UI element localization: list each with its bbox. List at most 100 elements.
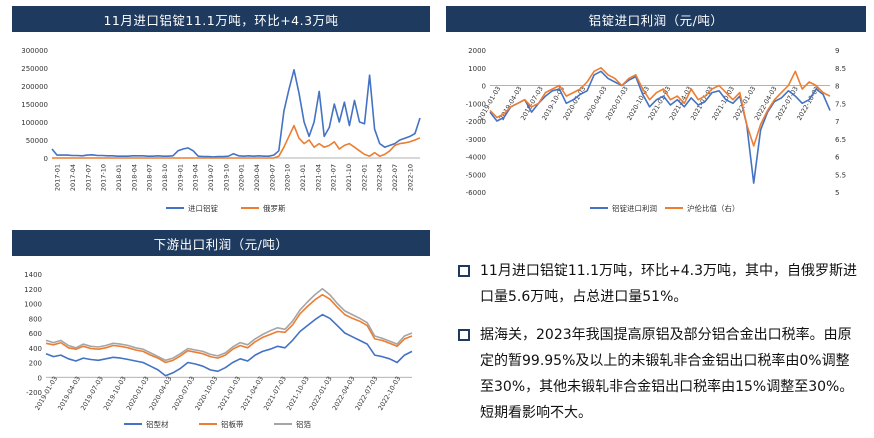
bullet-item: 据海关，2023年我国提高原铝及部分铝合金出口税率。由原定的暂99.95%及以上… bbox=[458, 322, 858, 426]
legend-label: 沪伦比值（右） bbox=[687, 203, 740, 213]
x-tick-label: 2022-04 bbox=[376, 164, 384, 191]
y2-tick-label: 8.5 bbox=[835, 65, 846, 73]
x-tick-label: 2018-07 bbox=[146, 164, 154, 191]
legend-label: 铝板带 bbox=[221, 419, 244, 429]
legend-label: 铝锭进口利润 bbox=[612, 203, 657, 213]
y-tick-label: 800 bbox=[29, 315, 42, 323]
bullet-text: 11月进口铝锭11.1万吨，环比+4.3万吨，其中，自俄罗斯进口量5.6万吨，占… bbox=[480, 263, 857, 305]
y-tick-label: 0 bbox=[482, 83, 486, 91]
y-tick-label: -4000 bbox=[466, 154, 486, 162]
y2-tick-label: 5.5 bbox=[835, 171, 846, 179]
y2-tick-label: 7 bbox=[835, 118, 839, 126]
x-tick-label: 2017-07 bbox=[84, 164, 92, 191]
legend-label: 铝型材 bbox=[146, 419, 169, 429]
bullet-item: 11月进口铝锭11.1万吨，环比+4.3万吨，其中，自俄罗斯进口量5.6万吨，占… bbox=[458, 258, 858, 310]
x-tick-label: 2020-04-03 bbox=[148, 375, 174, 412]
x-tick-label: 2022-10 bbox=[406, 164, 414, 191]
series-line-俄罗斯 bbox=[52, 124, 421, 159]
x-tick-label: 2021-01 bbox=[299, 164, 307, 191]
x-tick-label: 2019-07 bbox=[207, 164, 215, 191]
x-tick-label: 2022-07-03 bbox=[354, 375, 380, 412]
y-tick-label: 250000 bbox=[21, 65, 48, 73]
y-tick-label: 300000 bbox=[21, 47, 48, 55]
y-tick-label: 2000 bbox=[468, 47, 486, 55]
y-tick-label: -6000 bbox=[466, 189, 486, 197]
x-tick-label: 2021-01-03 bbox=[216, 375, 242, 412]
series-line-沪伦比值（右） bbox=[489, 66, 831, 147]
x-tick-label: 2022-07 bbox=[391, 164, 399, 191]
x-tick-label: 2019-04-03 bbox=[56, 375, 82, 412]
x-tick-label: 2018-04 bbox=[130, 164, 138, 191]
x-tick-label: 2017-01 bbox=[54, 164, 62, 191]
x-tick-label: 2019-10-03 bbox=[102, 375, 128, 412]
y-tick-label: 0 bbox=[38, 374, 42, 382]
y-tick-label: 150000 bbox=[21, 101, 48, 109]
series-line-铝型材 bbox=[45, 313, 413, 377]
bullet-square-icon bbox=[458, 265, 470, 277]
series-line-铝箔 bbox=[45, 287, 413, 362]
y-tick-label: 1400 bbox=[24, 271, 42, 279]
y2-tick-label: 6 bbox=[835, 154, 840, 162]
x-tick-label: 2020-07-03 bbox=[171, 375, 197, 412]
y-tick-label: -1000 bbox=[466, 100, 486, 108]
series-line-铝锭进口利润 bbox=[489, 70, 831, 184]
x-tick-label: 2022-01 bbox=[360, 164, 368, 191]
x-tick-label: 2021-04-03 bbox=[239, 375, 265, 412]
y-tick-label: 1000 bbox=[24, 301, 42, 309]
y-tick-label: 200000 bbox=[21, 83, 48, 91]
x-tick-label: 2018-10 bbox=[161, 164, 169, 191]
y2-tick-label: 9 bbox=[835, 47, 839, 55]
x-tick-label: 2019-01 bbox=[176, 164, 184, 191]
x-tick-label: 2017-10 bbox=[100, 164, 108, 191]
y-tick-label: 600 bbox=[29, 330, 42, 338]
y2-tick-label: 6.5 bbox=[835, 136, 846, 144]
commentary: 11月进口铝锭11.1万吨，环比+4.3万吨，其中，自俄罗斯进口量5.6万吨，占… bbox=[458, 258, 858, 438]
y2-tick-label: 8 bbox=[835, 83, 839, 91]
y-tick-label: 0 bbox=[44, 155, 48, 163]
series-line-铝板带 bbox=[45, 293, 413, 364]
bullet-square-icon bbox=[458, 329, 470, 341]
x-tick-label: 2019-10 bbox=[222, 164, 230, 191]
y-tick-label: -5000 bbox=[466, 171, 486, 179]
series-line-进口铝锭 bbox=[51, 68, 421, 158]
x-tick-label: 2017-04 bbox=[69, 164, 77, 191]
x-tick-label: 2022-04-03 bbox=[331, 375, 357, 412]
x-tick-label: 2021-07 bbox=[330, 164, 338, 191]
x-tick-label: 2021-10-03 bbox=[285, 375, 311, 412]
y-tick-label: 100000 bbox=[21, 119, 48, 127]
legend-label: 俄罗斯 bbox=[263, 203, 286, 213]
legend-label: 进口铝锭 bbox=[188, 203, 218, 213]
y-tick-label: -200 bbox=[26, 389, 42, 397]
legend-label: 铝箔 bbox=[296, 419, 311, 429]
y-tick-label: -3000 bbox=[466, 136, 486, 144]
y-tick-label: 400 bbox=[29, 345, 42, 353]
export-chart-title: 下游出口利润（元/吨） bbox=[12, 230, 430, 256]
x-tick-label: 2022-01-03 bbox=[308, 375, 334, 412]
x-tick-label: 2021-07-03 bbox=[262, 375, 288, 412]
bullet-text: 据海关，2023年我国提高原铝及部分铝合金出口税率。由原定的暂99.95%及以上… bbox=[480, 327, 854, 421]
y-tick-label: 1200 bbox=[24, 286, 42, 294]
x-tick-label: 2020-07 bbox=[268, 164, 276, 191]
x-tick-label: 2020-10-03 bbox=[193, 375, 219, 412]
x-tick-label: 2021-10 bbox=[345, 164, 353, 191]
y-tick-label: -2000 bbox=[466, 118, 486, 126]
profit-chart-title: 铝锭进口利润（元/吨） bbox=[446, 6, 866, 32]
x-tick-label: 2019-07-03 bbox=[79, 375, 105, 412]
x-tick-label: 2018-01 bbox=[115, 164, 123, 191]
import-chart-title: 11月进口铝锭11.1万吨，环比+4.3万吨 bbox=[12, 6, 430, 32]
x-tick-label: 2020-01 bbox=[238, 164, 246, 191]
x-tick-label: 2020-01-03 bbox=[125, 375, 151, 412]
y2-tick-label: 7.5 bbox=[835, 100, 846, 108]
y-tick-label: 50000 bbox=[26, 137, 48, 145]
x-tick-label: 2020-10 bbox=[284, 164, 292, 191]
x-tick-label: 2021-04 bbox=[314, 164, 322, 191]
x-tick-label: 2022-10-03 bbox=[376, 375, 402, 412]
export-profit-chart: 1400120010008006004002000-2002019-01-032… bbox=[24, 271, 413, 429]
import-profit-chart: 2000 1000 0 -1000 -2000 -3000 -4000 -5000 -6000 9… bbox=[466, 47, 846, 213]
y-tick-label: 200 bbox=[29, 360, 42, 368]
x-tick-label: 2020-04 bbox=[253, 164, 261, 191]
x-tick-label: 2019-04 bbox=[192, 164, 200, 191]
y2-tick-label: 5 bbox=[835, 189, 839, 197]
import-volume-chart: 300000 250000 200000 150000 100000 50000 0 2017… bbox=[21, 47, 421, 213]
y-tick-label: 1000 bbox=[468, 65, 486, 73]
